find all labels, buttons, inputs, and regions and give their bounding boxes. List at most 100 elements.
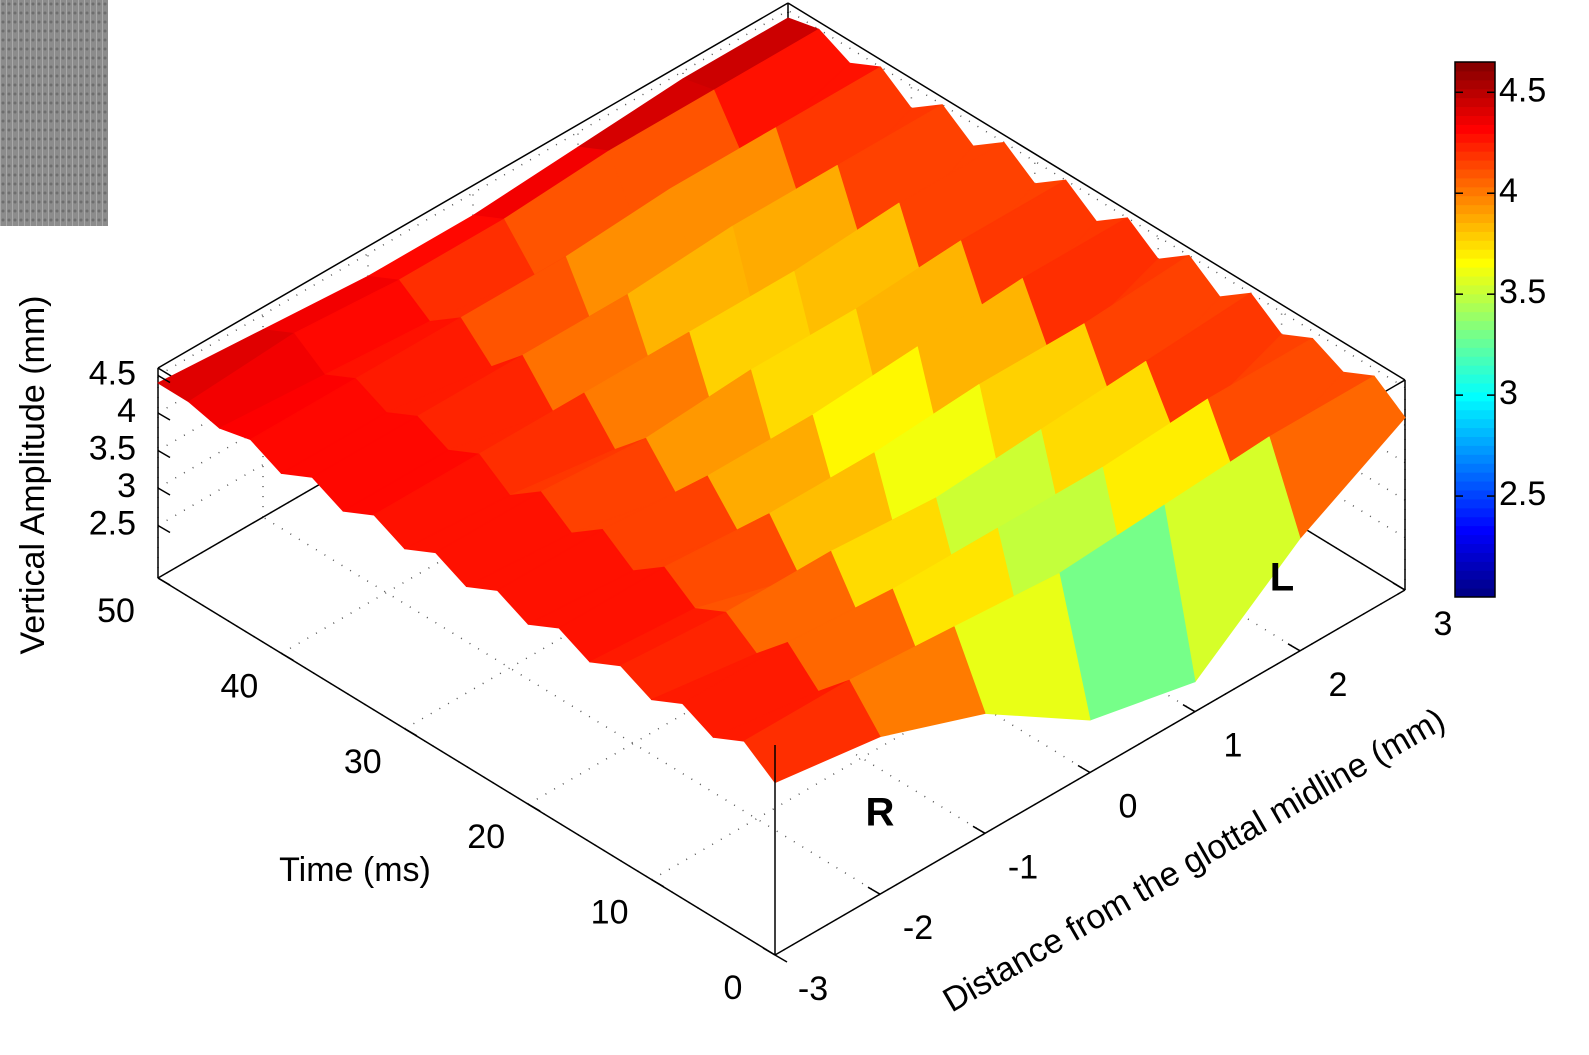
y-tick-label: 40	[220, 667, 258, 705]
tick-mark	[1392, 582, 1406, 591]
colorbar-band	[1455, 97, 1495, 108]
colorbar-band	[1455, 444, 1495, 455]
tick-mark	[1287, 643, 1301, 652]
colorbar-band	[1455, 311, 1495, 322]
z-axis-label: Vertical Amplitude (mm)	[14, 296, 52, 655]
y-axis-label: Time (ms)	[279, 851, 431, 889]
surface-patch	[743, 679, 881, 783]
colorbar-band	[1455, 195, 1495, 206]
colorbar-tick-label: 2.5	[1499, 475, 1546, 513]
axis-box-edge	[157, 577, 776, 956]
colorbar-band	[1455, 79, 1495, 90]
colorbar-band	[1455, 70, 1495, 81]
colorbar-band	[1455, 498, 1495, 509]
colorbar-band	[1455, 391, 1495, 402]
tick-mark	[404, 728, 418, 737]
colorbar-band	[1455, 222, 1495, 232]
colorbar-band	[1455, 115, 1495, 125]
tick-mark	[867, 886, 881, 895]
colorbar-band	[1455, 346, 1495, 357]
colorbar-band	[1455, 329, 1495, 339]
colorbar-band	[1455, 168, 1495, 179]
z-tick-label: 2.5	[89, 504, 136, 542]
colorbar-tick-label: 4.5	[1499, 71, 1546, 109]
tick-mark	[281, 652, 294, 662]
colorbar-band	[1455, 88, 1495, 99]
colorbar-band	[1455, 364, 1495, 375]
colorbar-band	[1455, 257, 1495, 268]
colorbar-band	[1455, 534, 1495, 544]
colorbar-band	[1455, 230, 1495, 241]
colorbar-tick-label: 4	[1499, 172, 1518, 210]
surface	[157, 17, 1406, 783]
grid-line	[262, 516, 881, 895]
colorbar-band	[1455, 462, 1495, 473]
colorbar-band	[1455, 480, 1495, 491]
colorbar-band	[1455, 337, 1495, 348]
tick-mark	[972, 825, 986, 834]
x-tick-label: 0	[1119, 787, 1138, 825]
colorbar-band	[1455, 293, 1495, 304]
colorbar-band	[1455, 587, 1495, 598]
tick-mark	[774, 954, 788, 963]
tick-mark	[157, 374, 171, 384]
colorbar-band	[1455, 525, 1495, 536]
x-tick-label: 1	[1224, 727, 1243, 765]
z-tick-label: 4	[117, 392, 136, 430]
colorbar-band	[1455, 409, 1495, 420]
tick-mark	[157, 487, 171, 496]
colorbar-band	[1455, 551, 1495, 562]
colorbar-band	[1455, 159, 1495, 170]
colorbar-band	[1455, 578, 1495, 589]
annotation: L	[1270, 556, 1294, 600]
colorbar-band	[1455, 516, 1495, 527]
colorbar-band	[1455, 204, 1495, 215]
tick-mark	[157, 524, 171, 534]
y-tick-label: 30	[344, 743, 382, 781]
colorbar-tick-label: 3	[1499, 374, 1518, 412]
colorbar-tick-label: 3.5	[1499, 273, 1546, 311]
colorbar-band	[1455, 427, 1495, 437]
colorbar-band	[1455, 123, 1495, 134]
colorbar-band	[1455, 418, 1495, 429]
tick-mark	[651, 878, 664, 888]
tick-mark	[1182, 704, 1196, 713]
tick-mark	[527, 803, 541, 812]
colorbar-band	[1455, 560, 1495, 571]
x-tick-label: -1	[1008, 848, 1038, 886]
colorbar-band	[1455, 150, 1495, 161]
colorbar-band	[1455, 400, 1495, 411]
axis-box-edge	[787, 2, 1406, 381]
x-tick-label: -2	[903, 909, 933, 947]
x-tick-label: -3	[798, 970, 828, 1008]
colorbar-band	[1455, 106, 1495, 116]
y-tick-label: 10	[591, 894, 629, 932]
colorbar-band	[1455, 213, 1495, 223]
tick-mark	[157, 449, 171, 459]
colorbar-band	[1455, 275, 1495, 286]
colorbar-band	[1455, 373, 1495, 384]
x-tick-label: 3	[1434, 605, 1453, 643]
colorbar-band	[1455, 436, 1495, 446]
tick-mark	[157, 412, 171, 421]
colorbar-band	[1455, 453, 1495, 464]
colorbar-band	[1455, 248, 1495, 259]
grid-line	[787, 9, 1406, 389]
colorbar-band	[1455, 266, 1495, 277]
x-tick-label: 2	[1329, 666, 1348, 704]
colorbar-band	[1455, 471, 1495, 482]
colorbar-band	[1455, 489, 1495, 500]
y-tick-label: 20	[467, 818, 505, 856]
colorbar-band	[1455, 177, 1495, 188]
colorbar-band	[1455, 141, 1495, 152]
colorbar-band	[1455, 61, 1495, 72]
y-tick-label: 0	[724, 969, 743, 1007]
colorbar-band	[1455, 543, 1495, 553]
colorbar-band	[1455, 507, 1495, 518]
y-tick-label: 50	[97, 592, 135, 630]
colorbar-band	[1455, 239, 1495, 250]
z-tick-label: 3.5	[89, 429, 136, 467]
colorbar-band	[1455, 355, 1495, 366]
